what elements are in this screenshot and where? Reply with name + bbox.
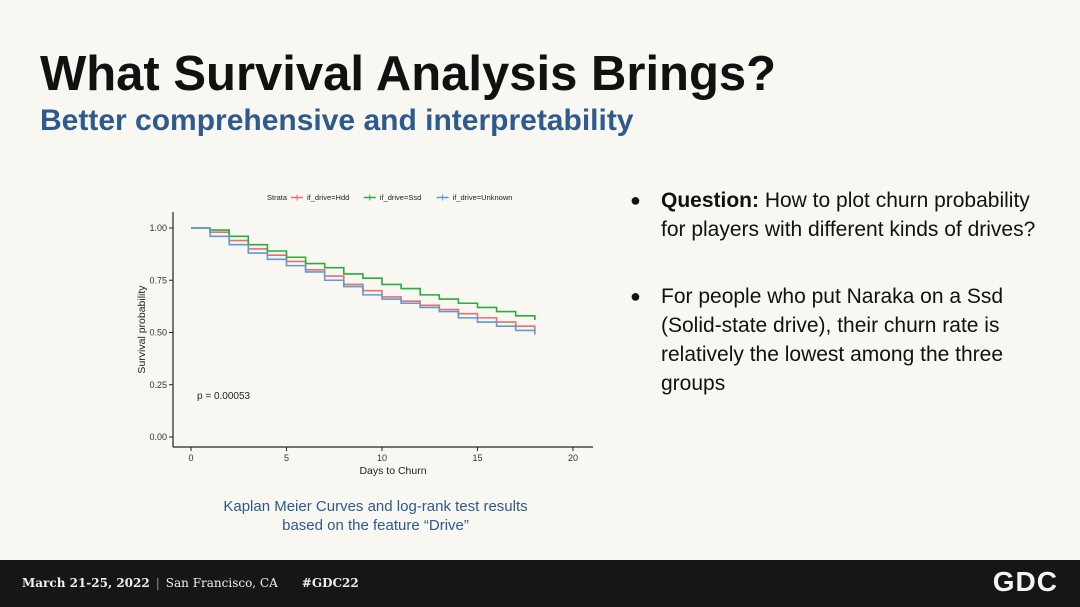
event-hashtag: #GDC22	[301, 576, 359, 590]
bullet-question: ● Question: How to plot churn probabilit…	[630, 186, 1050, 244]
y-axis-label: Survival probability	[136, 285, 148, 374]
event-location: San Francisco, CA	[165, 576, 278, 590]
y-tick-label: 1.00	[149, 223, 167, 233]
gdc-logo: GDC	[992, 566, 1058, 597]
footer-separator: |	[155, 576, 160, 590]
footer-bar: March 21-25, 2022 | San Francisco, CA #GDC2…	[0, 560, 1080, 607]
bullet-text: How to plot churn probability for player…	[661, 189, 1036, 241]
x-tick-label: 5	[284, 453, 289, 463]
bullet-finding: ● For people who put Naraka on a Ssd (So…	[630, 282, 1050, 398]
y-tick-label: 0.25	[149, 380, 167, 390]
footer-info: March 21-25, 2022 | San Francisco, CA #GDC2…	[22, 576, 359, 590]
y-tick-label: 0.00	[149, 432, 167, 442]
y-tick-label: 0.75	[149, 275, 167, 285]
bullet-dot-icon: ●	[630, 286, 641, 306]
bullet-list: ● Question: How to plot churn probabilit…	[630, 186, 1050, 436]
km-survival-chart: 0.00 0.25 0.50 0.75 1.00 0 5 10 15 20 Days to Chur…	[136, 193, 593, 477]
bullet-lead: Question:	[661, 189, 759, 212]
legend-label: if_drive=Unknown	[453, 193, 513, 202]
legend-label: if_drive=Hdd	[307, 193, 349, 202]
x-tick-label: 10	[377, 453, 387, 463]
legend-label: if_drive=Ssd	[380, 193, 421, 202]
caption-line-2: based on the feature “Drive”	[282, 517, 469, 534]
x-tick-label: 0	[188, 453, 193, 463]
slide-title: What Survival Analysis Brings?	[40, 47, 777, 101]
survival-curve-ssd	[191, 227, 536, 320]
y-tick-label: 0.50	[149, 328, 167, 338]
bullet-text: For people who put Naraka on a Ssd (Soli…	[661, 285, 1004, 395]
survival-curve-unknown	[191, 227, 536, 335]
legend-title: Strata	[267, 193, 288, 202]
chart-caption: Kaplan Meier Curves and log-rank test re…	[178, 497, 573, 535]
x-tick-label: 15	[472, 453, 482, 463]
slide-subtitle: Better comprehensive and interpretabilit…	[40, 104, 634, 137]
bullet-dot-icon: ●	[630, 190, 641, 210]
event-date: March 21-25, 2022	[22, 576, 150, 590]
survival-curve-hdd	[191, 227, 536, 331]
caption-line-1: Kaplan Meier Curves and log-rank test re…	[223, 498, 528, 515]
p-value-annotation: p = 0.00053	[197, 391, 251, 402]
x-axis-label: Days to Churn	[359, 465, 426, 477]
x-tick-label: 20	[568, 453, 578, 463]
